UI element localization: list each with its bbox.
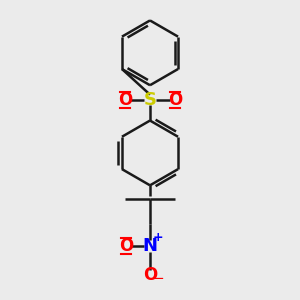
Text: O: O (143, 266, 157, 284)
Text: +: + (153, 231, 164, 244)
Text: O: O (118, 91, 132, 109)
Text: S: S (143, 91, 157, 109)
Text: O: O (168, 91, 182, 109)
Text: O: O (119, 237, 133, 255)
Text: N: N (142, 237, 158, 255)
Text: −: − (152, 271, 165, 286)
